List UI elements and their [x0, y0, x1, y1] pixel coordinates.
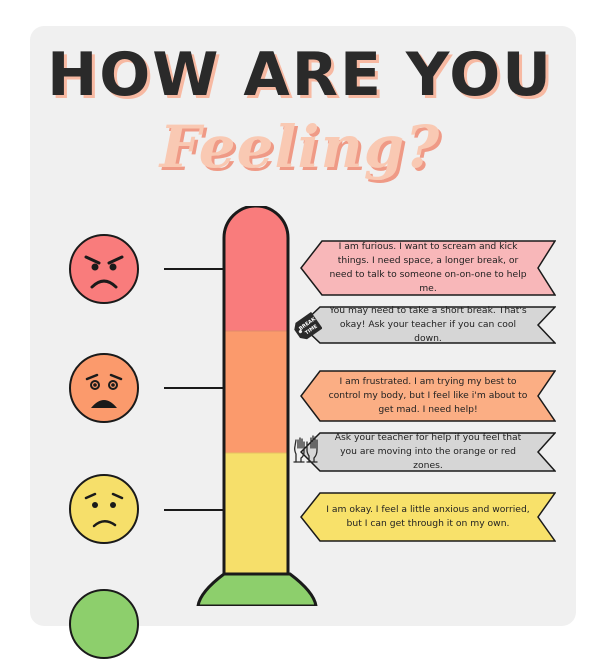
okay-message-text: I am okay. I feel a little anxious and w…: [326, 504, 530, 529]
thermometer-yellow-zone: [224, 453, 288, 573]
okay-message-banner: I am okay. I feel a little anxious and w…: [300, 492, 556, 542]
help-tip-banner: Ask your teacher for help if you feel th…: [300, 432, 556, 472]
furious-message-text: I am furious. I want to scream and kick …: [329, 241, 527, 294]
thermometer-orange-zone: [224, 331, 288, 453]
connector-line-red: [164, 268, 254, 270]
help-tip-text: Ask your teacher for help if you feel th…: [334, 432, 522, 471]
connector-line-yellow: [164, 509, 254, 511]
happy-face-icon: [69, 589, 139, 659]
frustrated-message-banner: I am frustrated. I am trying my best to …: [300, 370, 556, 422]
thermometer-bulb: [196, 572, 318, 606]
furious-message-banner: I am furious. I want to scream and kick …: [300, 240, 556, 296]
page-title: HOW ARE YOU: [47, 40, 553, 110]
thermometer-red-zone: [224, 206, 288, 331]
break-tip-text: You may need to take a short break. That…: [329, 305, 527, 344]
break-tip-banner: You may need to take a short break. That…: [300, 305, 556, 344]
worried-face-icon: [69, 353, 139, 423]
feelings-thermometer: [222, 206, 290, 606]
sad-face-icon: [69, 474, 139, 544]
raised-hands-icon: [293, 435, 318, 463]
page-subtitle: Feeling?: [159, 113, 441, 181]
break-time-tag-icon: BREAK TIME: [294, 312, 322, 340]
angry-face-icon: [69, 234, 139, 304]
frustrated-message-text: I am frustrated. I am trying my best to …: [328, 376, 528, 415]
connector-line-orange: [164, 387, 254, 389]
